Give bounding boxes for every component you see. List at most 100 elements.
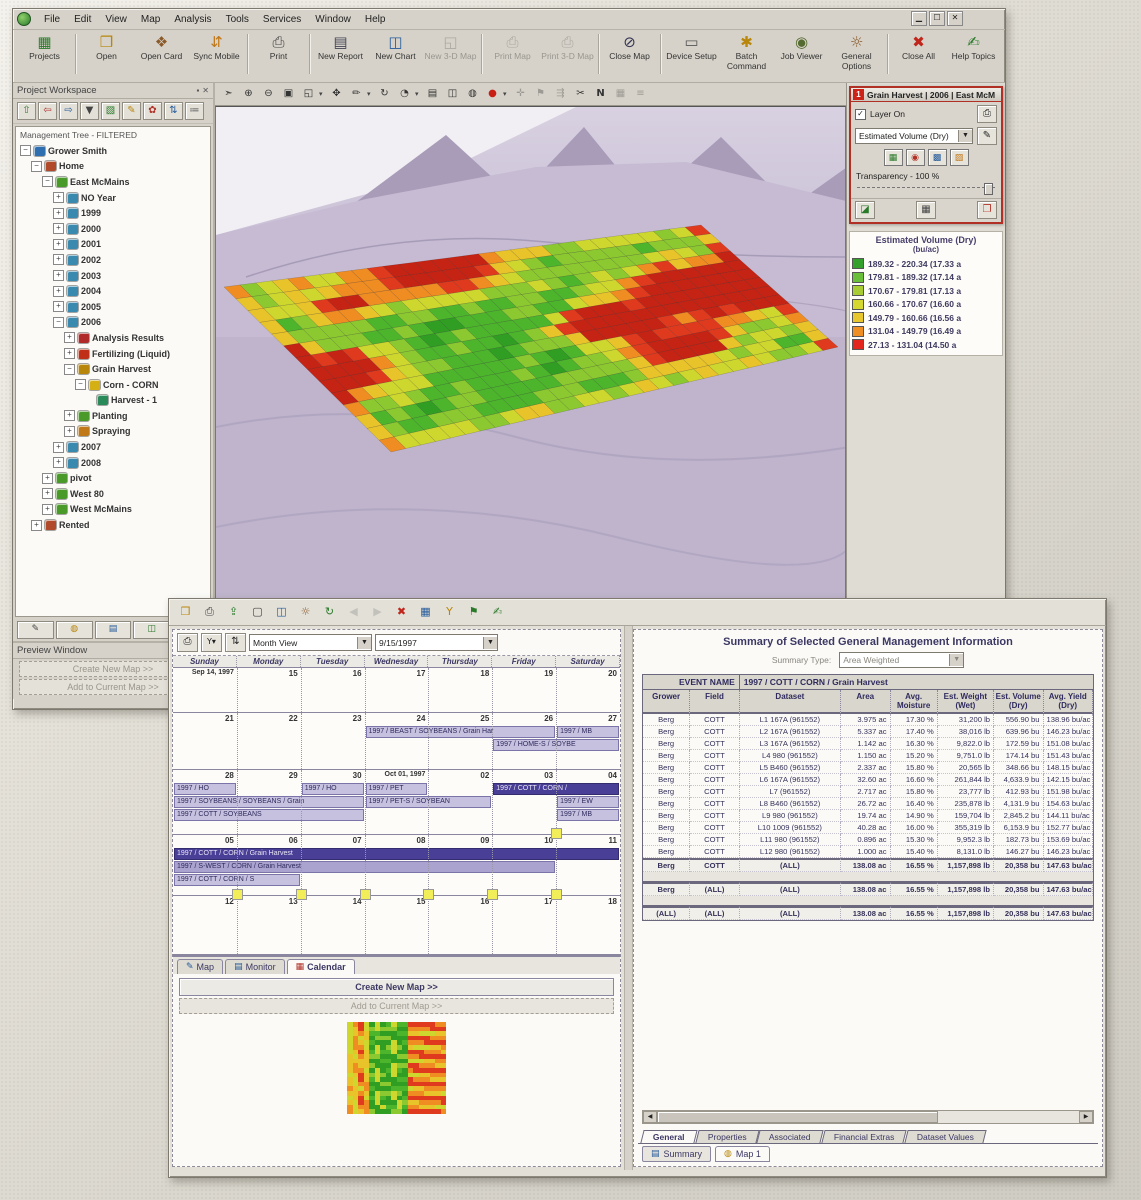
day-cell[interactable]: 15 — [416, 897, 426, 906]
event-marker-icon[interactable] — [231, 889, 243, 900]
expand-icon[interactable]: + — [53, 254, 64, 266]
menu-edit[interactable]: Edit — [74, 13, 92, 25]
day-cell[interactable]: Sep 14, 1997 — [191, 669, 234, 676]
pin-icon[interactable]: ▪ — [196, 86, 200, 95]
scrollbar-thumb[interactable] — [657, 1111, 938, 1123]
close-map-icon[interactable]: ✖ — [396, 605, 407, 618]
tree-item-west-80[interactable]: + West 80 — [18, 486, 210, 502]
pan-icon[interactable]: ✥ — [332, 88, 341, 99]
expand-icon[interactable]: + — [42, 472, 53, 484]
day-cell[interactable]: 18 — [608, 897, 617, 906]
swap-icon[interactable]: ✂ — [576, 88, 585, 99]
close-map-button[interactable]: ⊘ Close Map — [602, 32, 657, 62]
expand-icon[interactable]: + — [53, 270, 64, 282]
tab-calendar[interactable]: ▦ Calendar — [286, 959, 355, 974]
day-cell[interactable]: 04 — [608, 771, 617, 780]
report-tab[interactable]: ▤ — [94, 621, 132, 639]
general-options-button[interactable]: ☼ General Options — [829, 32, 884, 72]
horizontal-scrollbar[interactable]: ◀ ▶ — [642, 1110, 1094, 1124]
chart-tab[interactable]: ◫ — [133, 621, 171, 639]
filter-icon[interactable]: Y — [446, 605, 453, 618]
chevron-down-icon[interactable]: ▼ — [483, 636, 497, 649]
day-cell[interactable]: 22 — [288, 714, 298, 723]
globe-icon[interactable]: ◍ — [468, 88, 477, 99]
expand-icon[interactable]: + — [64, 410, 75, 422]
tab-map[interactable]: ✎ Map — [177, 959, 224, 974]
chevron-down-icon[interactable]: ▼ — [357, 636, 371, 649]
chart-button[interactable]: ◪ — [855, 201, 875, 219]
tree-item-analysis-results[interactable]: + Analysis Results — [18, 330, 210, 346]
open-button[interactable]: ❒ Open — [79, 32, 134, 62]
view-mode-dropdown[interactable]: Month View ▼ — [249, 634, 372, 651]
print-button[interactable]: ⎙ Print — [251, 32, 306, 62]
chevron-down-icon[interactable]: ▾ — [367, 90, 371, 98]
zoom-box-icon[interactable]: ▣ — [283, 88, 294, 99]
tree-item-rented[interactable]: + Rented — [18, 517, 210, 533]
day-cell[interactable]: 03 — [544, 771, 554, 780]
day-cell[interactable]: 07 — [352, 836, 362, 845]
zoom-out-icon[interactable]: ⊖ — [264, 88, 273, 99]
tree-item-planting[interactable]: + Planting — [18, 408, 210, 424]
calendar-icon[interactable]: ▦ — [420, 605, 431, 618]
collapse-icon[interactable]: − — [42, 176, 53, 188]
menu-tools[interactable]: Tools — [225, 13, 249, 25]
day-cell[interactable]: 27 — [608, 714, 617, 723]
help-icon[interactable]: ✍ — [492, 605, 503, 618]
workspace-tool-2[interactable]: ⇨ — [59, 102, 78, 120]
close-all-button[interactable]: ✖ Close All — [891, 32, 946, 62]
day-cell[interactable]: 15 — [288, 669, 298, 678]
tree-item-1999[interactable]: +1999 — [18, 205, 210, 221]
projects-button[interactable]: ▦ Projects — [17, 32, 72, 62]
menu-help[interactable]: Help — [364, 13, 386, 25]
calendar-event[interactable]: 1997 / HO — [174, 783, 236, 795]
menu-window[interactable]: Window — [315, 13, 351, 25]
tab-dataset-values[interactable]: Dataset Values — [904, 1130, 988, 1143]
options-icon[interactable]: ☼ — [300, 605, 311, 618]
expand-icon[interactable]: + — [42, 503, 53, 515]
create-new-map-button[interactable]: Create New Map >> — [179, 978, 614, 996]
event-marker-icon[interactable] — [295, 889, 307, 900]
sort-icon[interactable]: ⇅ — [225, 633, 246, 652]
event-marker-icon[interactable] — [487, 889, 499, 900]
day-cell[interactable]: 02 — [480, 771, 490, 780]
calendar-event[interactable]: 1997 / MB — [557, 809, 619, 821]
tree-item-2006[interactable]: − 2006 — [18, 315, 210, 331]
table-button[interactable]: ▦ — [916, 201, 936, 219]
north-icon[interactable]: N — [596, 88, 605, 99]
tab-financial-extras[interactable]: Financial Extras — [821, 1130, 908, 1143]
tree-item-2002[interactable]: +2002 — [18, 252, 210, 268]
day-cell[interactable]: 26 — [544, 714, 554, 723]
print-icon[interactable]: ⎙ — [205, 605, 214, 618]
expand-icon[interactable]: + — [53, 207, 64, 219]
tree-item-corn-corn[interactable]: − Corn - CORN — [18, 377, 210, 393]
tree-item-west-mcmains[interactable]: + West McMains — [18, 502, 210, 518]
open-card-button[interactable]: ❖ Open Card — [134, 32, 189, 62]
job-viewer-button[interactable]: ◉ Job Viewer — [774, 32, 829, 62]
layers-icon[interactable]: ▤ — [427, 88, 438, 99]
day-cell[interactable]: 18 — [480, 669, 490, 678]
print-legend-button[interactable]: ⎙ — [977, 105, 997, 123]
workspace-tool-5[interactable]: ✎ — [122, 102, 141, 120]
day-cell[interactable]: 19 — [544, 669, 554, 678]
workspace-tool-8[interactable]: ≔ — [185, 102, 204, 120]
chevron-down-icon[interactable]: ▾ — [319, 90, 323, 98]
device-setup-button[interactable]: ▭ Device Setup — [664, 32, 719, 62]
scroll-left-icon[interactable]: ◀ — [643, 1111, 657, 1123]
workspace-tool-7[interactable]: ⇅ — [164, 102, 183, 120]
tree-item-2008[interactable]: +2008 — [18, 455, 210, 471]
refresh-icon[interactable]: ↻ — [380, 88, 389, 99]
contour-view-icon[interactable]: ◉ — [905, 149, 925, 166]
chevron-down-icon[interactable]: ▼ — [949, 654, 964, 666]
day-cell[interactable]: 13 — [288, 897, 298, 906]
expand-icon[interactable]: + — [64, 425, 75, 437]
tree-item-grower-smith[interactable]: − Grower Smith — [18, 143, 210, 159]
tree-item-no-year[interactable]: + NO Year — [18, 190, 210, 206]
surface-view-icon[interactable]: ▨ — [949, 149, 969, 166]
day-cell[interactable]: 17 — [544, 897, 554, 906]
record-icon[interactable]: ● — [488, 88, 497, 99]
expand-icon[interactable]: + — [53, 285, 64, 297]
day-cell[interactable]: 24 — [416, 714, 426, 723]
attribute-dropdown[interactable]: Estimated Volume (Dry) ▼ — [855, 128, 973, 144]
event-marker-icon[interactable] — [551, 828, 563, 839]
workspace-tool-1[interactable]: ⇦ — [38, 102, 57, 120]
